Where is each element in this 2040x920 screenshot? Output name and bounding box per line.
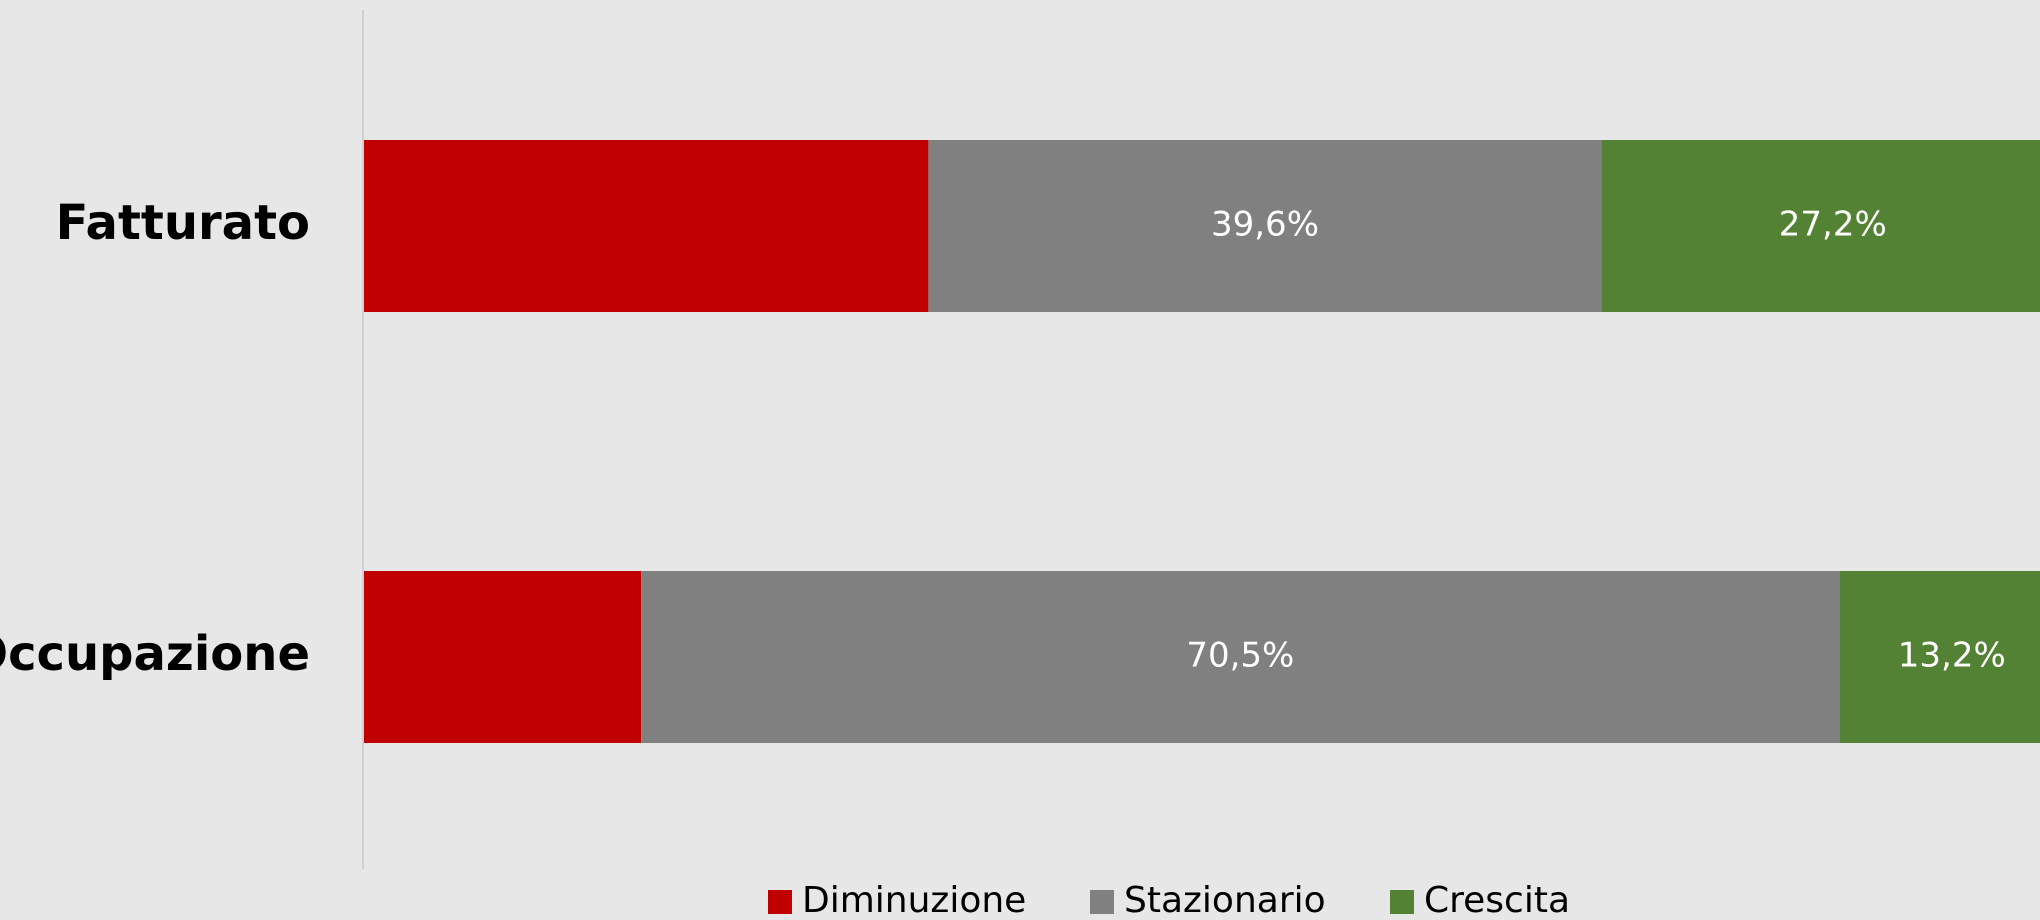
value-label: 39,6% (1211, 205, 1319, 245)
bar-segment (641, 571, 1840, 743)
bar-segment (928, 140, 1602, 312)
bar-segment (1601, 140, 2040, 312)
value-label: 13,2% (1898, 636, 2006, 676)
legend-label: Stazionario (1124, 880, 1326, 920)
legend-swatch (1090, 890, 1114, 914)
category-label: Occupazione (0, 626, 310, 682)
value-label: 70,5% (1186, 636, 1294, 676)
bar-segment (364, 571, 642, 743)
legend-label: Diminuzione (802, 880, 1026, 920)
bar-segment (1839, 571, 2040, 743)
bar-segment (364, 140, 929, 312)
category-label: Fatturato (56, 195, 310, 251)
legend-swatch (768, 890, 792, 914)
legend-swatch (1390, 890, 1414, 914)
legend-label: Crescita (1424, 880, 1570, 920)
value-label: 27,2% (1779, 205, 1887, 245)
